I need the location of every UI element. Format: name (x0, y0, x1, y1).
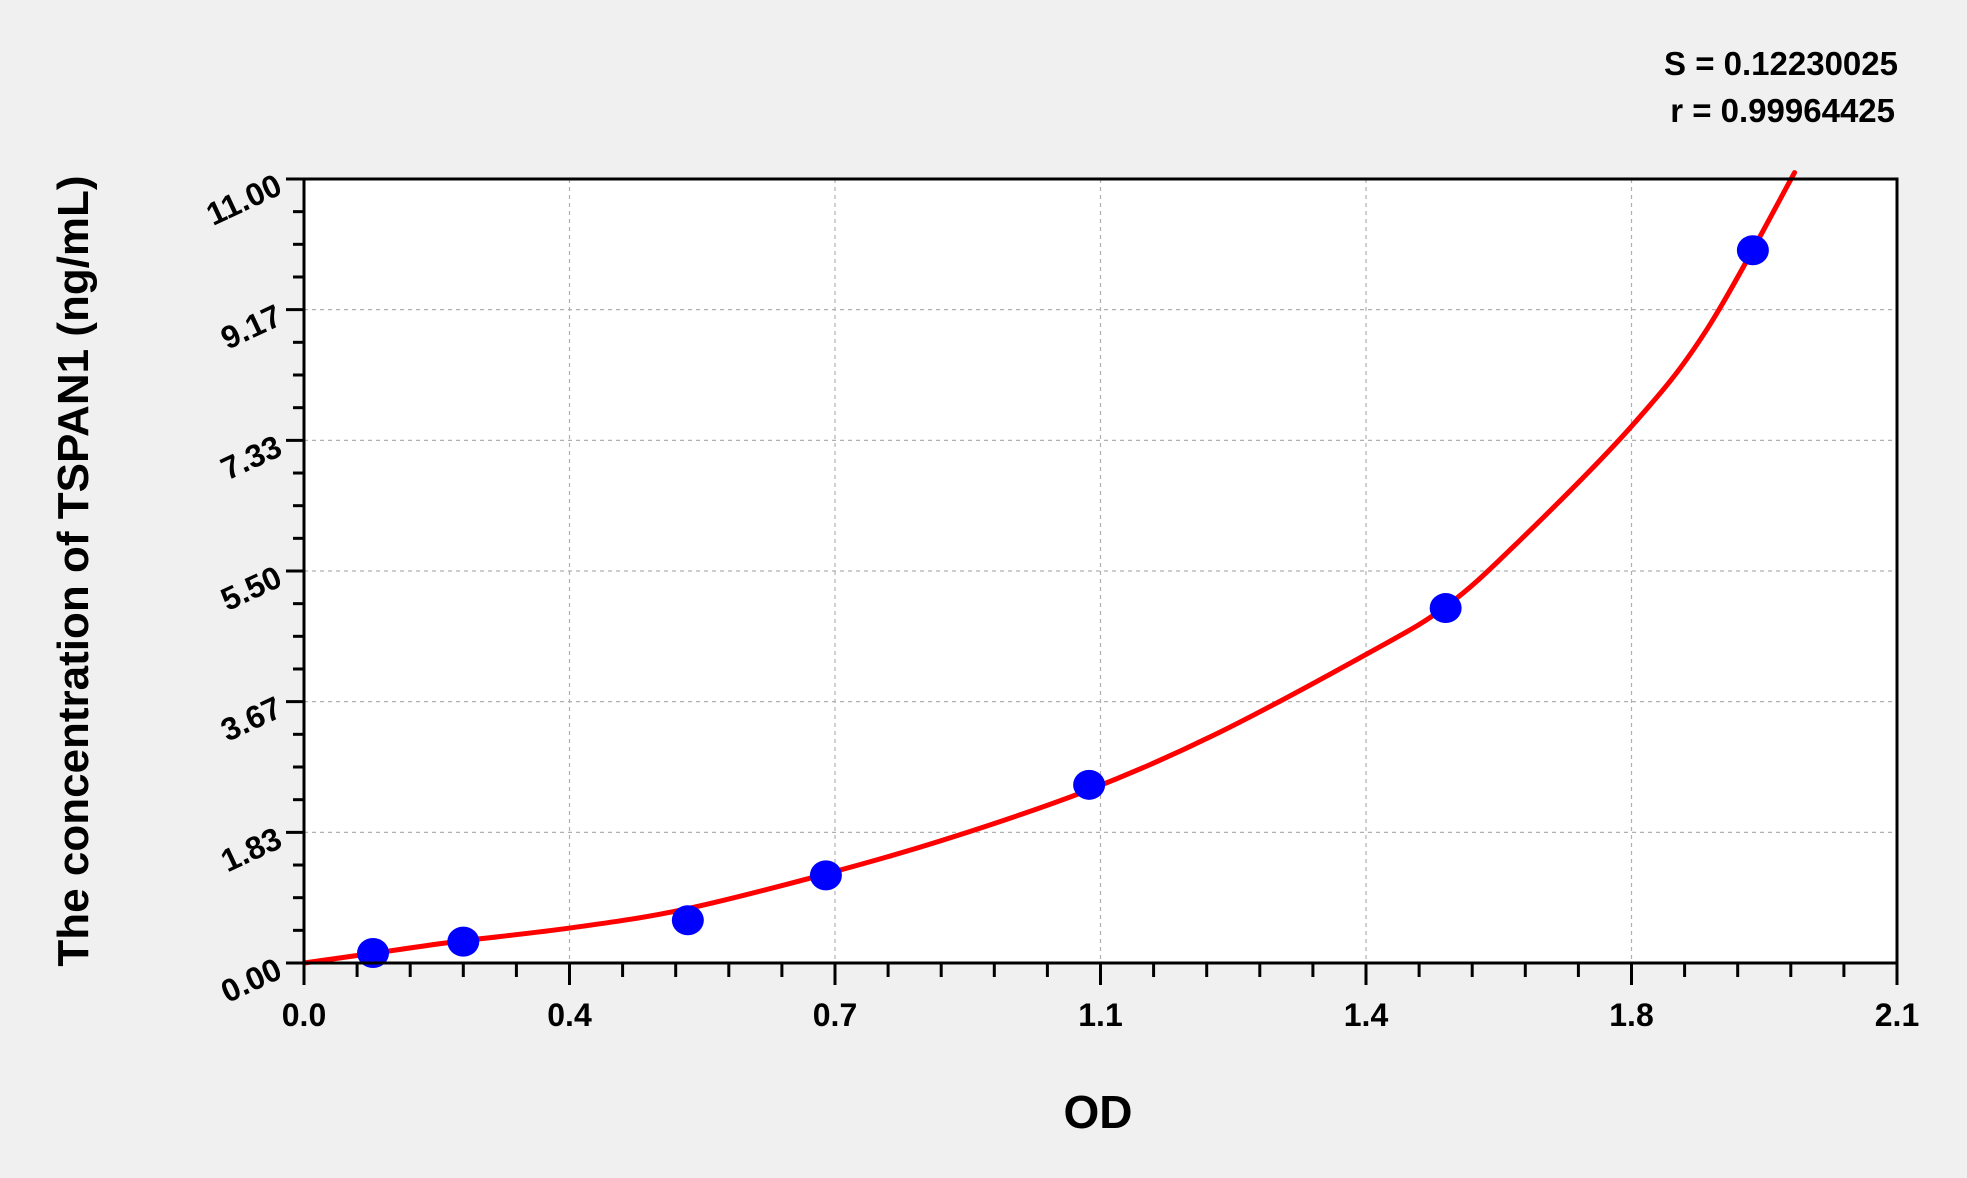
data-point (671, 905, 704, 936)
data-points-group (357, 235, 1769, 969)
x-tick-label: 2.1 (1875, 997, 1919, 1033)
y-tick-label: 11.00 (201, 167, 287, 233)
x-tick-label: 1.1 (1078, 997, 1122, 1033)
data-point (809, 860, 842, 891)
x-tick-label: 0.7 (813, 997, 857, 1033)
y-tick-label: 7.33 (215, 428, 287, 487)
y-tick-label: 3.67 (215, 689, 287, 748)
y-tick-label: 9.17 (215, 297, 287, 356)
x-axis-label: OD (1064, 1086, 1133, 1138)
fit-curve-line (301, 170, 1798, 966)
x-tick-label: 1.8 (1609, 997, 1653, 1033)
y-tick-label: 0.00 (215, 951, 287, 1010)
data-point (1429, 593, 1462, 624)
x-tick-label: 1.4 (1344, 997, 1389, 1033)
stat-r-label: r = 0.99964425 (1670, 92, 1895, 129)
x-tick-label: 0.4 (547, 997, 592, 1033)
data-point (447, 926, 480, 957)
data-point (1073, 769, 1106, 800)
data-point (1736, 235, 1769, 266)
y-axis-label: The concentration of TSPAN1 (ng/mL) (49, 175, 98, 966)
y-tick-label: 5.50 (215, 559, 287, 618)
stat-s-label: S = 0.12230025 (1664, 45, 1898, 82)
y-tick-label: 1.83 (215, 820, 287, 879)
x-tick-label: 0.0 (282, 997, 326, 1033)
grid (304, 179, 1897, 963)
data-point (357, 938, 390, 969)
fit-curve-group (301, 170, 1798, 966)
